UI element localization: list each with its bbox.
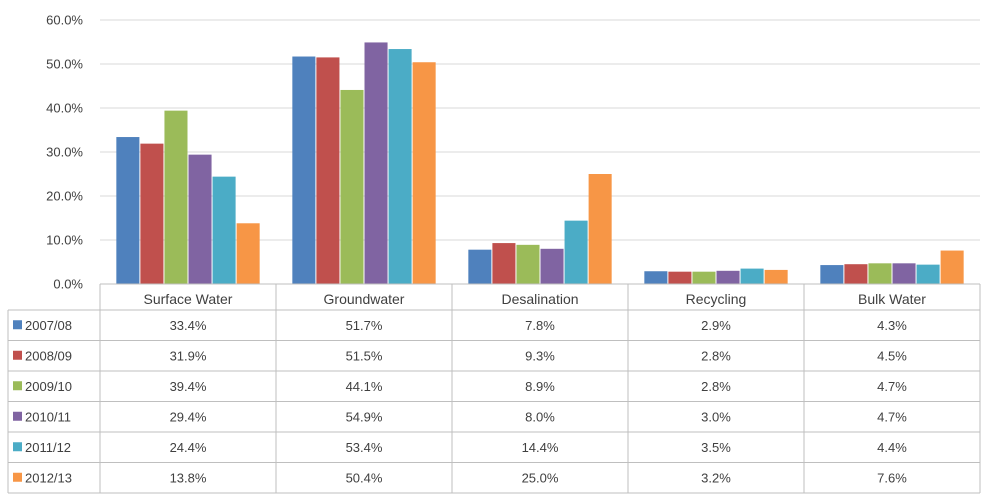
series-name: 2010/11	[25, 409, 71, 424]
legend-key-2009-10	[13, 381, 22, 391]
data-table: Surface Water Groundwater Desalination Recy…	[7, 283, 981, 494]
y-tick-label: 40.0%	[46, 101, 83, 116]
data-label: 54.9%	[346, 409, 383, 424]
category-label: Bulk Water	[858, 291, 926, 307]
data-label: 8.0%	[525, 409, 555, 424]
bar-2011-12-groundwater	[388, 49, 412, 284]
legend-key-2012-13	[13, 472, 22, 482]
bar-2012-13-surface-water	[236, 223, 260, 284]
bar-2008-09-recycling	[668, 271, 692, 284]
bar-2012-13-desalination	[588, 174, 612, 284]
data-label: 4.5%	[877, 348, 907, 363]
bar-2007-08-groundwater	[292, 56, 316, 284]
data-label: 51.5%	[346, 348, 383, 363]
data-label: 4.3%	[877, 318, 907, 333]
bar-2008-09-desalination	[492, 243, 516, 284]
legend-key-2010-11	[13, 411, 22, 421]
y-tick-label: 10.0%	[46, 233, 83, 248]
y-tick-label: 50.0%	[46, 57, 83, 72]
series-name: 2012/13	[25, 470, 72, 485]
data-label: 2.8%	[701, 348, 731, 363]
data-label: 9.3%	[525, 348, 555, 363]
category-label: Surface Water	[144, 291, 233, 307]
y-tick-label: 60.0%	[46, 13, 83, 28]
legend-key-2008-09	[13, 350, 22, 360]
bar-2009-10-groundwater	[340, 89, 364, 285]
category-label: Desalination	[501, 291, 578, 307]
bar-2007-08-recycling	[644, 271, 668, 284]
y-axis-ticks: 0.0% 10.0% 20.0% 30.0% 40.0% 50.0% 60.0%	[46, 13, 83, 292]
bar-2008-09-surface-water	[140, 143, 164, 284]
bar-2008-09-groundwater	[316, 57, 340, 285]
data-label: 4.7%	[877, 409, 907, 424]
data-label: 29.4%	[170, 409, 207, 424]
series-name: 2009/10	[25, 379, 72, 394]
data-label: 3.0%	[701, 409, 731, 424]
bar-2009-10-recycling	[692, 271, 716, 284]
data-label: 3.2%	[701, 470, 731, 485]
data-label: 4.7%	[877, 379, 907, 394]
bar-2012-13-groundwater	[412, 62, 436, 284]
bar-2008-09-bulk-water	[844, 264, 868, 284]
data-label: 50.4%	[346, 470, 383, 485]
data-label: 24.4%	[170, 440, 207, 455]
bar-2009-10-bulk-water	[868, 263, 892, 284]
bar-2010-11-groundwater	[364, 42, 388, 284]
bars	[116, 42, 964, 285]
data-label: 33.4%	[170, 318, 207, 333]
bar-2010-11-desalination	[540, 248, 564, 284]
bar-2009-10-desalination	[516, 244, 540, 284]
bar-2011-12-recycling	[740, 268, 764, 284]
y-tick-label: 30.0%	[46, 145, 83, 160]
data-label: 4.4%	[877, 440, 907, 455]
data-label: 7.6%	[877, 470, 907, 485]
bar-2011-12-surface-water	[212, 176, 236, 284]
data-label: 3.5%	[701, 440, 731, 455]
bar-2010-11-surface-water	[188, 154, 212, 284]
data-label: 25.0%	[522, 470, 559, 485]
bar-2007-08-desalination	[468, 249, 492, 284]
data-label: 51.7%	[346, 318, 383, 333]
data-label: 2.9%	[701, 318, 731, 333]
y-tick-label: 20.0%	[46, 189, 83, 204]
data-label: 44.1%	[346, 379, 383, 394]
data-label: 2.8%	[701, 379, 731, 394]
series-name: 2008/09	[25, 348, 72, 363]
data-label: 53.4%	[346, 440, 383, 455]
bar-2010-11-bulk-water	[892, 263, 916, 284]
legend-key-2007-08	[13, 320, 22, 330]
y-tick-label: 0.0%	[53, 277, 83, 292]
series-name: 2007/08	[25, 318, 72, 333]
series-name: 2011/12	[25, 440, 71, 455]
bar-2009-10-surface-water	[164, 110, 188, 284]
data-label: 39.4%	[170, 379, 207, 394]
bar-2012-13-bulk-water	[940, 250, 964, 284]
data-label: 7.8%	[525, 318, 555, 333]
data-label: 13.8%	[170, 470, 207, 485]
bar-2010-11-recycling	[716, 270, 740, 284]
data-label: 8.9%	[525, 379, 555, 394]
bar-2007-08-bulk-water	[820, 265, 844, 284]
legend-key-2011-12	[13, 442, 22, 452]
data-label: 31.9%	[170, 348, 207, 363]
category-label: Recycling	[686, 291, 747, 307]
category-label: Groundwater	[324, 291, 405, 307]
bar-2011-12-bulk-water	[916, 264, 940, 284]
bar-2011-12-desalination	[564, 220, 588, 284]
bar-2012-13-recycling	[764, 269, 788, 284]
bar-2007-08-surface-water	[116, 137, 140, 284]
data-label: 14.4%	[522, 440, 559, 455]
